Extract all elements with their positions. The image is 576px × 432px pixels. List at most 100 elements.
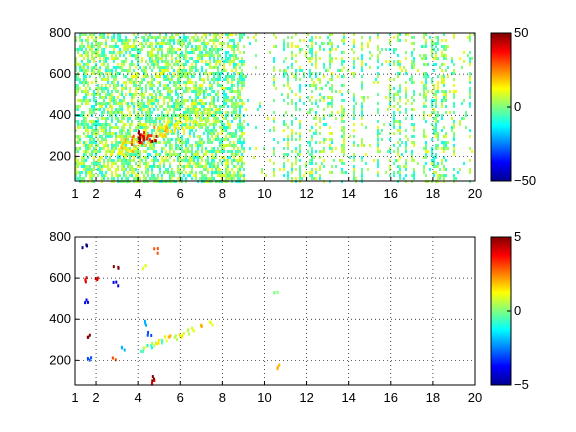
heatmap-cell	[109, 168, 111, 171]
heatmap-cell	[419, 54, 421, 57]
heatmap-cell	[95, 99, 97, 102]
heatmap-cell	[165, 36, 167, 39]
heatmap-cell	[207, 171, 209, 174]
heatmap-cell	[191, 45, 193, 48]
heatmap-cell	[231, 162, 233, 165]
heatmap-cell	[143, 126, 145, 129]
heatmap-cell	[81, 162, 83, 165]
heatmap-cell	[273, 129, 275, 132]
heatmap-cell	[161, 57, 163, 60]
heatmap-cell	[187, 332, 190, 336]
heatmap-cell	[189, 150, 191, 153]
heatmap-cell	[423, 105, 425, 108]
heatmap-cell	[161, 51, 163, 54]
heatmap-cell	[389, 48, 391, 51]
heatmap-cell	[441, 141, 443, 144]
heatmap-cell	[185, 159, 187, 162]
heatmap-cell	[167, 90, 169, 93]
heatmap-cell	[321, 150, 323, 153]
heatmap-cell	[123, 75, 125, 78]
heatmap-cell	[221, 87, 223, 90]
heatmap-cell	[91, 57, 93, 60]
heatmap-cell	[249, 42, 251, 45]
heatmap-cell	[167, 48, 169, 51]
heatmap-cell	[213, 111, 215, 114]
heatmap-cell	[209, 84, 211, 87]
heatmap-cell	[163, 60, 165, 63]
heatmap-cell	[149, 81, 151, 84]
heatmap-cell	[393, 171, 395, 174]
heatmap-cell	[231, 144, 233, 147]
heatmap-cell	[357, 57, 359, 60]
heatmap-cell	[213, 177, 215, 180]
heatmap-cell	[121, 66, 123, 69]
heatmap-cell	[169, 63, 171, 66]
heatmap-cell	[135, 54, 137, 57]
heatmap-cell	[231, 39, 233, 42]
heatmap-cell	[295, 60, 297, 63]
heatmap-cell	[341, 111, 343, 114]
heatmap-cell	[223, 102, 225, 105]
heatmap-cell	[453, 144, 455, 147]
heatmap-cell	[209, 72, 211, 75]
heatmap-cell	[165, 156, 167, 159]
heatmap-cell	[423, 87, 425, 90]
heatmap-cell	[135, 147, 137, 150]
heatmap-cell	[159, 81, 161, 84]
heatmap-cell	[131, 102, 133, 105]
heatmap-cell	[99, 96, 101, 99]
heatmap-cell	[175, 147, 177, 150]
heatmap-cell	[229, 132, 231, 135]
heatmap-cell	[213, 96, 215, 99]
heatmap-cell	[141, 78, 143, 81]
heatmap-cell	[145, 75, 147, 78]
heatmap-cell	[101, 117, 103, 120]
heatmap-cell	[197, 156, 199, 159]
heatmap-cell	[215, 93, 217, 96]
heatmap-cell	[85, 87, 87, 90]
heatmap-cell	[109, 102, 111, 105]
heatmap-cell	[315, 141, 317, 144]
heatmap-cell	[151, 60, 153, 63]
heatmap-cell	[207, 117, 209, 120]
heatmap-cell	[243, 162, 245, 165]
heatmap-cell	[187, 99, 189, 102]
heatmap-cell	[75, 162, 77, 165]
heatmap-cell	[129, 123, 131, 126]
heatmap-cell	[323, 42, 325, 45]
heatmap-cell	[319, 168, 321, 171]
heatmap-cell	[305, 165, 307, 168]
heatmap-cell	[425, 120, 427, 123]
heatmap-cell	[141, 99, 143, 102]
heatmap-cell	[361, 144, 363, 147]
heatmap-cell	[347, 90, 349, 93]
heatmap-cell	[194, 112, 197, 116]
heatmap-cell	[173, 153, 175, 156]
heatmap-cell	[361, 141, 363, 144]
heatmap-cell	[151, 42, 153, 45]
heatmap-cell	[227, 162, 229, 165]
heatmap-cell	[151, 120, 153, 123]
heatmap-cell	[115, 87, 117, 90]
heatmap-cell	[273, 117, 275, 120]
heatmap-cell	[133, 93, 135, 96]
heatmap-cell	[151, 132, 153, 135]
heatmap-cell	[107, 90, 109, 93]
heatmap-cell	[427, 150, 429, 153]
heatmap-cell	[177, 138, 179, 141]
heatmap-cell	[101, 87, 103, 90]
heatmap-cell	[275, 36, 277, 39]
heatmap-cell	[174, 117, 177, 121]
heatmap-cell	[235, 45, 237, 48]
heatmap-cell	[149, 93, 151, 96]
heatmap-cell	[437, 132, 439, 135]
heatmap-cell	[121, 149, 124, 153]
heatmap-cell	[195, 113, 198, 117]
heatmap-cell	[169, 48, 171, 51]
heatmap-cell	[159, 66, 161, 69]
heatmap-cell	[361, 138, 363, 141]
heatmap-cell	[85, 298, 88, 302]
heatmap-cell	[291, 138, 293, 141]
heatmap-cell	[305, 162, 307, 165]
heatmap-cell	[155, 42, 157, 45]
